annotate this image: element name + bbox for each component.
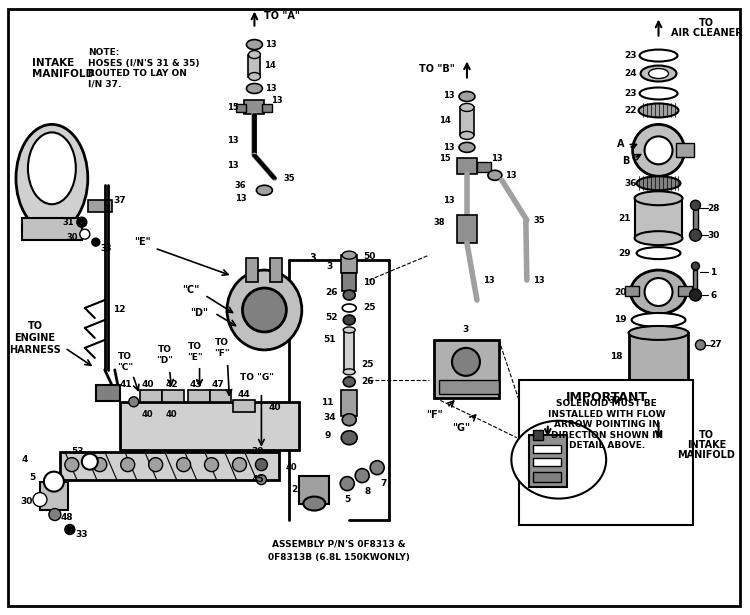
Bar <box>96 385 120 401</box>
Ellipse shape <box>632 313 686 327</box>
Text: TO "A": TO "A" <box>265 10 300 21</box>
Bar <box>233 400 256 412</box>
Ellipse shape <box>303 496 326 510</box>
Text: 26: 26 <box>361 378 374 386</box>
Bar <box>460 108 474 135</box>
Ellipse shape <box>16 124 88 232</box>
Text: 13: 13 <box>235 194 246 203</box>
Circle shape <box>644 397 652 405</box>
Circle shape <box>340 477 354 491</box>
Bar <box>532 445 561 453</box>
Text: 18: 18 <box>610 352 623 362</box>
Ellipse shape <box>640 66 676 82</box>
Text: TO: TO <box>699 430 714 440</box>
Circle shape <box>44 472 64 491</box>
Circle shape <box>148 458 163 472</box>
Text: TO
ENGINE
HARNESS: TO ENGINE HARNESS <box>9 321 61 354</box>
Circle shape <box>64 525 75 534</box>
Text: 0F8313B (6.8L 150KWONLY): 0F8313B (6.8L 150KWONLY) <box>268 553 410 562</box>
Text: 33: 33 <box>76 530 88 539</box>
Circle shape <box>82 454 98 470</box>
Ellipse shape <box>640 87 677 100</box>
Text: 13: 13 <box>226 161 238 170</box>
Bar <box>88 200 112 212</box>
Text: TO: TO <box>699 18 714 28</box>
Circle shape <box>370 461 384 475</box>
Circle shape <box>176 458 190 472</box>
Ellipse shape <box>649 68 668 79</box>
Text: 32: 32 <box>608 396 621 405</box>
Ellipse shape <box>632 124 685 177</box>
Circle shape <box>93 458 106 472</box>
Text: 50: 50 <box>363 252 375 261</box>
Text: 4: 4 <box>22 455 28 464</box>
Circle shape <box>691 200 700 210</box>
Ellipse shape <box>342 414 356 426</box>
Circle shape <box>656 397 664 405</box>
Bar <box>162 390 184 402</box>
Text: 20: 20 <box>614 288 627 296</box>
Text: 1: 1 <box>710 268 716 277</box>
Text: 27: 27 <box>709 341 722 349</box>
Text: 37: 37 <box>113 196 126 205</box>
Text: 13: 13 <box>443 196 454 205</box>
Ellipse shape <box>640 50 677 62</box>
Bar <box>676 143 694 157</box>
Text: 26: 26 <box>325 288 338 296</box>
Ellipse shape <box>460 132 474 140</box>
Text: 12: 12 <box>113 306 126 314</box>
Text: 24: 24 <box>624 69 637 78</box>
Text: NOTE:
HOSES (I/N'S 31 & 35)
ROUTED TO LAY ON
I/N 37.: NOTE: HOSES (I/N'S 31 & 35) ROUTED TO LA… <box>88 49 200 89</box>
Text: 13: 13 <box>443 91 454 100</box>
Text: "F": "F" <box>426 410 442 420</box>
Text: 30: 30 <box>66 232 77 242</box>
Bar <box>40 482 68 510</box>
Text: 48: 48 <box>61 513 74 522</box>
Bar <box>140 390 162 402</box>
Bar <box>529 435 567 486</box>
Circle shape <box>232 458 247 472</box>
Text: MANIFOLD: MANIFOLD <box>677 450 735 459</box>
Circle shape <box>695 340 706 350</box>
Text: 13: 13 <box>443 143 454 152</box>
Ellipse shape <box>512 421 606 499</box>
Text: 28: 28 <box>707 204 720 213</box>
Ellipse shape <box>459 142 475 153</box>
Ellipse shape <box>28 132 76 204</box>
Circle shape <box>76 217 87 227</box>
Text: 34: 34 <box>323 413 335 423</box>
Text: ASSEMBLY P/N'S 0F8313 &: ASSEMBLY P/N'S 0F8313 & <box>272 540 406 549</box>
Bar <box>532 430 543 440</box>
Ellipse shape <box>459 92 475 101</box>
Text: 9: 9 <box>324 431 331 440</box>
Text: IMPORTANT: IMPORTANT <box>566 391 648 404</box>
Text: 33: 33 <box>100 244 112 253</box>
Text: 6: 6 <box>710 290 716 300</box>
Bar <box>188 390 209 402</box>
Circle shape <box>632 397 640 405</box>
Ellipse shape <box>634 231 682 245</box>
Text: INTAKE: INTAKE <box>687 440 726 450</box>
Bar <box>22 218 82 240</box>
Text: 14: 14 <box>265 61 276 70</box>
Ellipse shape <box>637 247 680 259</box>
Circle shape <box>680 397 688 405</box>
Ellipse shape <box>637 177 680 190</box>
Text: 13: 13 <box>491 154 502 163</box>
Text: 5: 5 <box>344 495 350 504</box>
Bar <box>120 402 299 450</box>
Text: 45: 45 <box>251 475 264 484</box>
Ellipse shape <box>256 185 272 195</box>
Bar <box>244 100 265 114</box>
Bar <box>248 55 260 76</box>
Bar <box>262 105 272 113</box>
Text: 7: 7 <box>380 479 386 488</box>
Ellipse shape <box>644 137 673 164</box>
Bar <box>694 270 698 290</box>
Text: 39: 39 <box>251 447 264 456</box>
Bar <box>532 472 561 482</box>
Text: 13: 13 <box>271 96 282 105</box>
Text: 13: 13 <box>505 171 517 180</box>
Ellipse shape <box>452 348 480 376</box>
Text: "G": "G" <box>452 423 470 433</box>
